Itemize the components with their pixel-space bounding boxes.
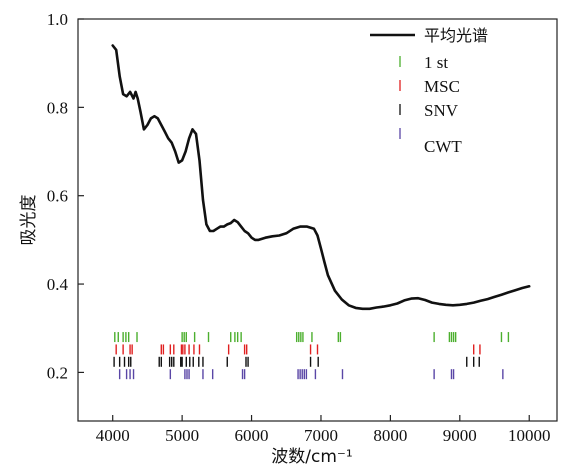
y-tick-label: 0.2 (47, 363, 68, 382)
y-axis-label: 吸光度 (19, 195, 39, 246)
x-tick-label: 8000 (373, 426, 407, 445)
legend-label-snv: SNV (424, 101, 459, 120)
y-tick-label: 0.8 (47, 98, 68, 117)
y-tick-label: 0.6 (47, 187, 68, 206)
plot-frame (77, 18, 558, 422)
x-tick-label: 6000 (235, 426, 269, 445)
x-tick-label: 10000 (508, 426, 551, 445)
y-tick-label: 0.4 (47, 275, 69, 294)
x-axis: 4000 5000 6000 7000 8000 9000 10000 (96, 415, 551, 445)
legend-label-msc: MSC (424, 77, 460, 96)
x-tick-label: 5000 (165, 426, 199, 445)
legend-label-mean: 平均光谱 (424, 26, 488, 45)
legend-label-cwt: CWT (424, 137, 462, 156)
x-tick-label: 9000 (443, 426, 477, 445)
legend: 平均光谱 1 st MSC SNV CWT (370, 26, 488, 156)
y-tick-label: 1.0 (47, 10, 68, 29)
x-tick-label: 7000 (304, 426, 338, 445)
x-tick-label: 4000 (96, 426, 130, 445)
legend-label-1st: 1 st (424, 53, 448, 72)
mean-spectrum-line (111, 44, 531, 311)
wavelength-selection-marks (113, 332, 510, 380)
y-axis: 0.2 0.4 0.6 0.8 1.0 (47, 10, 84, 382)
x-axis-label: 波数/cm⁻¹ (271, 447, 352, 467)
